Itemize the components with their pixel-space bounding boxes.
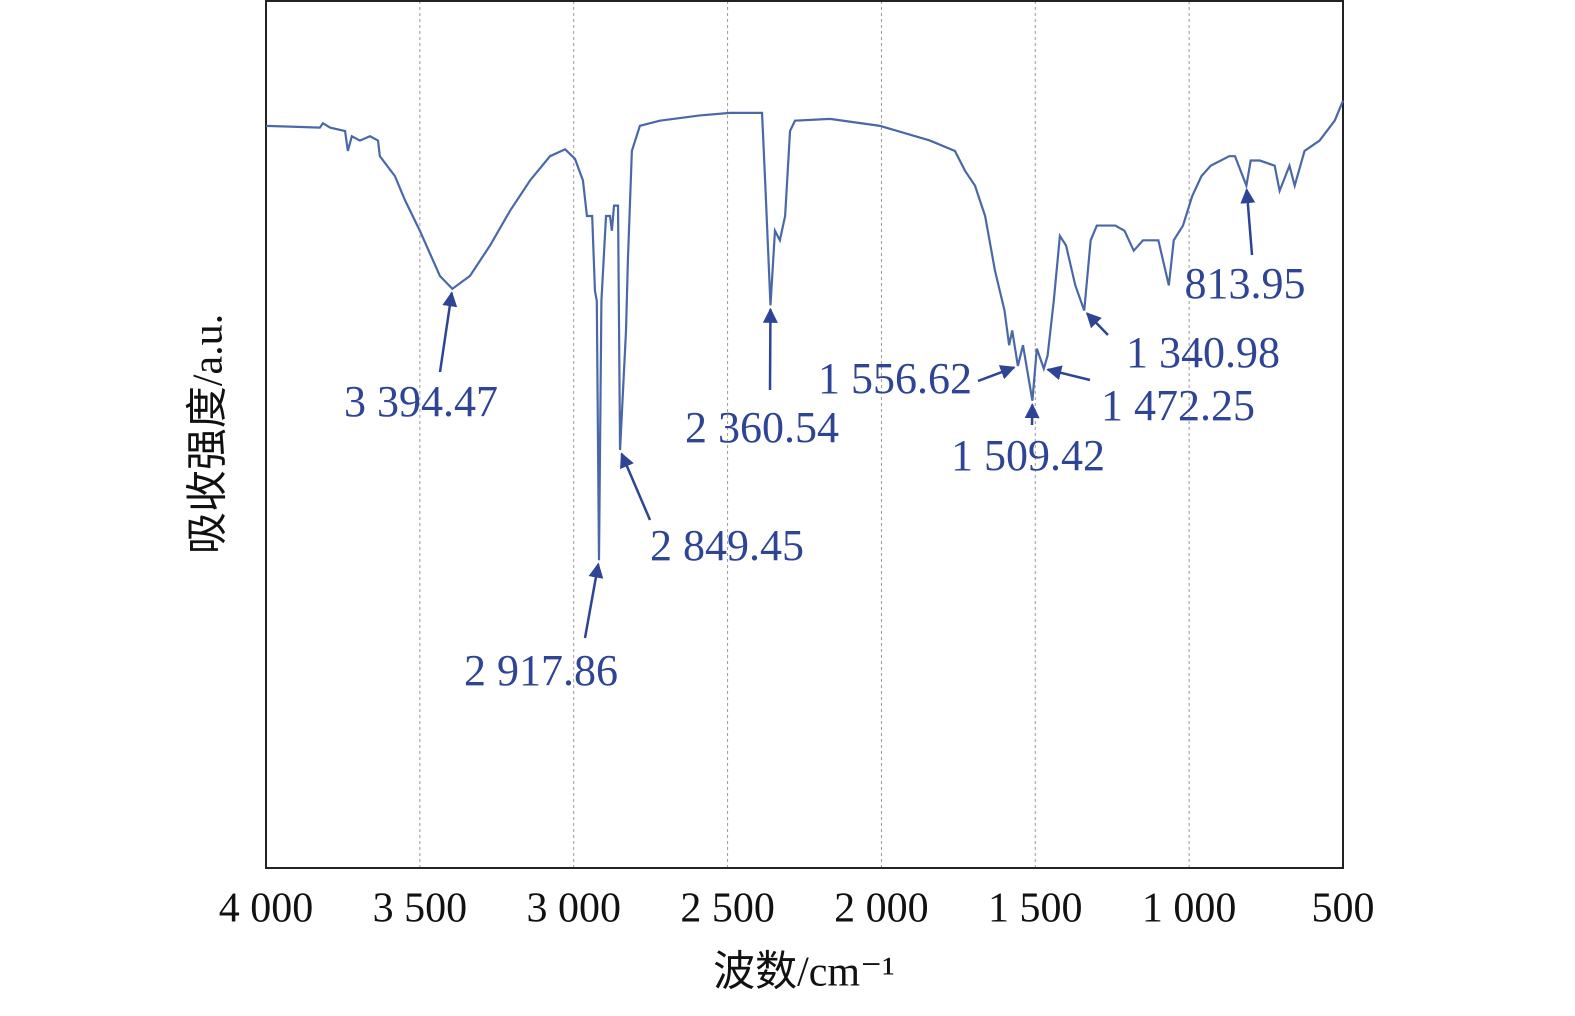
annotation-arrow — [438, 291, 458, 373]
x-tick-label: 2 000 — [834, 886, 929, 932]
annotation-arrow — [583, 562, 604, 639]
annotation-arrow — [620, 452, 652, 521]
annotation-label: 1 556.62 — [818, 354, 972, 403]
x-tick-label: 3 500 — [373, 886, 468, 932]
annotation-arrow — [1046, 365, 1091, 382]
x-tick-label: 1 500 — [988, 886, 1083, 932]
annotation-label: 3 394.47 — [344, 377, 498, 426]
y-axis-title: 吸收强度/a.u. — [186, 314, 232, 554]
annotation-arrow — [1240, 188, 1256, 256]
x-tick-label: 3 000 — [526, 886, 621, 932]
annotation-arrow — [1085, 312, 1109, 336]
annotation-arrow — [977, 365, 1016, 383]
annotation-label: 1 472.25 — [1101, 381, 1255, 430]
x-tick-label: 4 000 — [219, 886, 314, 932]
spectrum-line — [265, 100, 1345, 561]
plot-frame — [265, 0, 1344, 869]
x-tick-label: 500 — [1312, 886, 1375, 932]
x-axis-title: 波数/cm⁻¹ — [713, 950, 895, 996]
annotation-label: 1 340.98 — [1126, 328, 1280, 377]
annotation-label: 2 360.54 — [685, 403, 839, 452]
x-tick-label: 2 500 — [680, 886, 775, 932]
annotation-label: 2 849.45 — [650, 521, 804, 570]
annotation-label: 813.95 — [1185, 259, 1306, 308]
x-tick-label: 1 000 — [1142, 886, 1237, 932]
annotation-label: 1 509.42 — [951, 431, 1105, 480]
annotation-label: 2 917.86 — [464, 646, 618, 695]
